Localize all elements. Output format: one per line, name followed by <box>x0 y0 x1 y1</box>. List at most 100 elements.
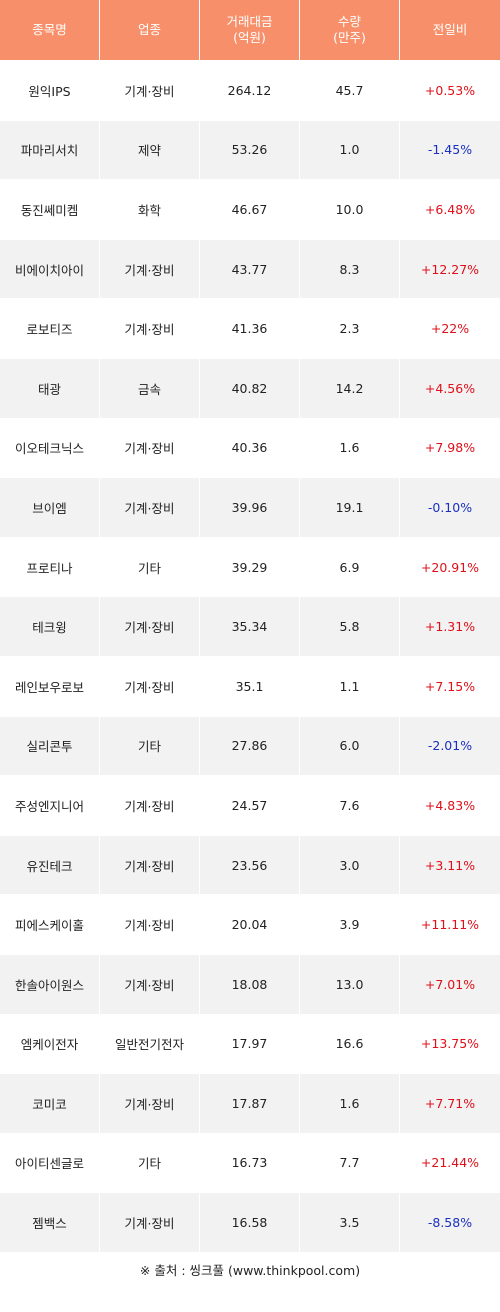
price-change-cell: +7.01% <box>424 976 476 992</box>
sector-cell: 기계·장비 <box>100 954 200 1014</box>
sector-cell: 기계·장비 <box>100 478 200 537</box>
header-amount: 거래대금 (억원) <box>200 0 300 60</box>
trade-volume-cell: 1.0 <box>300 120 400 180</box>
table-row: 파마리서치 제약 53.26 1.0 -1.45% <box>0 119 500 180</box>
price-change-cell: +22% <box>430 321 470 337</box>
trade-amount-cell: 39.29 <box>200 537 300 597</box>
stock-name-cell: 태광 <box>0 358 100 418</box>
trade-amount-cell: 17.87 <box>200 1074 300 1133</box>
trade-amount-cell: 16.73 <box>200 1133 300 1193</box>
trade-amount-cell: 16.58 <box>200 1193 300 1252</box>
header-volume: 수량 (만주) <box>300 0 400 60</box>
stock-name-cell: 원익IPS <box>0 61 100 120</box>
trade-volume-cell: 19.1 <box>300 478 400 537</box>
table-row: 태광 금속 40.82 14.2 +4.56% <box>0 357 500 418</box>
sector-cell: 기계·장비 <box>100 776 200 835</box>
trade-amount-cell: 35.1 <box>200 656 300 716</box>
stock-name-cell: 유진테크 <box>0 835 100 895</box>
header-sector: 업종 <box>100 0 200 60</box>
stock-table: 종목명 업종 거래대금 (억원) 수량 (만주) 전일비 원익IPS 기계·장비 2… <box>0 0 500 1252</box>
trade-volume-cell: 16.6 <box>300 1014 400 1074</box>
source-note: ※ 출처 : 씽크풀 (www.thinkpool.com) <box>139 1263 361 1278</box>
stock-name-cell: 한솔아이원스 <box>0 954 100 1014</box>
header-name: 종목명 <box>0 0 100 60</box>
price-change-cell: +1.31% <box>424 619 476 635</box>
table-row: 레인보우로보 기계·장비 35.1 1.1 +7.15% <box>0 655 500 716</box>
stock-name-cell: 동진쎄미켐 <box>0 180 100 239</box>
sector-cell: 기계·장비 <box>100 239 200 299</box>
price-change-cell: +7.71% <box>424 1095 476 1111</box>
trade-amount-cell: 39.96 <box>200 478 300 537</box>
stock-name-cell: 파마리서치 <box>0 120 100 180</box>
sector-cell: 기타 <box>100 1133 200 1193</box>
table-row: 브이엠 기계·장비 39.96 19.1 -0.10% <box>0 477 500 537</box>
table-row: 젬백스 기계·장비 16.58 3.5 -8.58% <box>0 1192 500 1252</box>
table-row: 아이티센글로 기타 16.73 7.7 +21.44% <box>0 1132 500 1193</box>
sector-cell: 기계·장비 <box>100 597 200 656</box>
price-change-cell: -8.58% <box>427 1215 473 1231</box>
sector-cell: 기계·장비 <box>100 1074 200 1133</box>
trade-volume-cell: 1.1 <box>300 656 400 716</box>
trade-volume-cell: 10.0 <box>300 180 400 239</box>
sector-cell: 금속 <box>100 358 200 418</box>
sector-cell: 제약 <box>100 120 200 180</box>
stock-name-cell: 브이엠 <box>0 478 100 537</box>
price-change-cell: +4.83% <box>424 797 476 813</box>
price-change-cell: -2.01% <box>427 738 473 754</box>
sector-cell: 기계·장비 <box>100 61 200 120</box>
stock-name-cell: 테크윙 <box>0 597 100 656</box>
sector-cell: 기계·장비 <box>100 1193 200 1252</box>
price-change-cell: +7.15% <box>424 678 476 694</box>
trade-amount-cell: 41.36 <box>200 299 300 358</box>
table-row: 코미코 기계·장비 17.87 1.6 +7.71% <box>0 1073 500 1133</box>
trade-volume-cell: 6.0 <box>300 716 400 776</box>
price-change-cell: +6.48% <box>424 201 476 217</box>
stock-name-cell: 코미코 <box>0 1074 100 1133</box>
trade-volume-cell: 45.7 <box>300 61 400 120</box>
sector-cell: 기계·장비 <box>100 299 200 358</box>
stock-name-cell: 프로티나 <box>0 537 100 597</box>
stock-name-cell: 레인보우로보 <box>0 656 100 716</box>
table-body: 원익IPS 기계·장비 264.12 45.7 +0.53% 파마리서치 제약 53.26 1.… <box>0 60 500 1252</box>
sector-cell: 기타 <box>100 537 200 597</box>
price-change-cell: +11.11% <box>420 917 480 933</box>
stock-name-cell: 엠케이전자 <box>0 1014 100 1074</box>
table-row: 원익IPS 기계·장비 264.12 45.7 +0.53% <box>0 60 500 120</box>
trade-amount-cell: 27.86 <box>200 716 300 776</box>
table-row: 실리콘투 기타 27.86 6.0 -2.01% <box>0 715 500 776</box>
price-change-cell: +12.27% <box>420 261 480 277</box>
trade-volume-cell: 1.6 <box>300 1074 400 1133</box>
trade-amount-cell: 18.08 <box>200 954 300 1014</box>
trade-amount-cell: 46.67 <box>200 180 300 239</box>
sector-cell: 기타 <box>100 716 200 776</box>
stock-name-cell: 젬백스 <box>0 1193 100 1252</box>
table-row: 주성엔지니어 기계·장비 24.57 7.6 +4.83% <box>0 775 500 835</box>
table-row: 유진테크 기계·장비 23.56 3.0 +3.11% <box>0 834 500 895</box>
table-row: 테크윙 기계·장비 35.34 5.8 +1.31% <box>0 596 500 656</box>
sector-cell: 일반전기전자 <box>100 1014 200 1074</box>
trade-volume-cell: 8.3 <box>300 239 400 299</box>
price-change-cell: -1.45% <box>427 142 473 158</box>
trade-amount-cell: 43.77 <box>200 239 300 299</box>
trade-amount-cell: 264.12 <box>200 61 300 120</box>
stock-name-cell: 로보티즈 <box>0 299 100 358</box>
sector-cell: 기계·장비 <box>100 656 200 716</box>
table-row: 로보티즈 기계·장비 41.36 2.3 +22% <box>0 298 500 358</box>
trade-amount-cell: 40.36 <box>200 418 300 478</box>
table-row: 프로티나 기타 39.29 6.9 +20.91% <box>0 536 500 597</box>
trade-volume-cell: 14.2 <box>300 358 400 418</box>
price-change-cell: +21.44% <box>420 1155 480 1171</box>
sector-cell: 기계·장비 <box>100 418 200 478</box>
trade-volume-cell: 2.3 <box>300 299 400 358</box>
table-header: 종목명 업종 거래대금 (억원) 수량 (만주) 전일비 <box>0 0 500 60</box>
price-change-cell: -0.10% <box>427 499 473 515</box>
trade-volume-cell: 7.6 <box>300 776 400 835</box>
table-row: 이오테크닉스 기계·장비 40.36 1.6 +7.98% <box>0 417 500 478</box>
table-row: 한솔아이원스 기계·장비 18.08 13.0 +7.01% <box>0 953 500 1014</box>
trade-amount-cell: 53.26 <box>200 120 300 180</box>
trade-amount-cell: 17.97 <box>200 1014 300 1074</box>
sector-cell: 화학 <box>100 180 200 239</box>
price-change-cell: +13.75% <box>420 1036 480 1052</box>
stock-name-cell: 아이티센글로 <box>0 1133 100 1193</box>
trade-volume-cell: 5.8 <box>300 597 400 656</box>
